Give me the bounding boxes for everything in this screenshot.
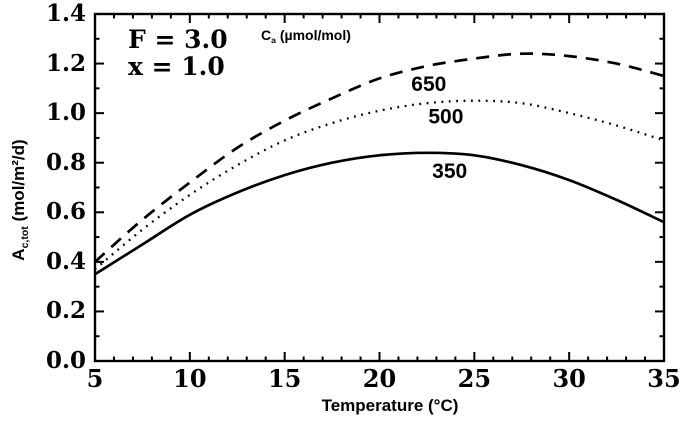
x-axis-title: Temperature (°C) [321, 396, 459, 415]
legend-title: Ca (µmol/mol) [261, 27, 351, 45]
legend-units: (µmol/mol) [275, 27, 351, 43]
annotation-F: F = 3.0 [128, 25, 228, 54]
x-tick-label: 10 [173, 364, 207, 393]
legend-symbol: C [261, 27, 272, 43]
curve-label-500: 500 [428, 105, 463, 128]
curve-350 [94, 151, 665, 276]
parameter-annotations: F = 3.0 x = 1.0 [128, 26, 228, 80]
y-tick-label: 0.0 [45, 347, 86, 374]
y-tick-label: 0.6 [45, 198, 86, 226]
x-tick-label: 35 [647, 364, 681, 393]
y-tick-label: 1.2 [45, 49, 86, 77]
y-tick-label: 0.8 [45, 148, 86, 176]
x-tick-label: 30 [552, 364, 586, 393]
y-axis-symbol: A [9, 248, 29, 261]
x-tick-label: 15 [267, 364, 302, 393]
curve-650 [94, 52, 665, 263]
x-tick-label: 20 [362, 364, 397, 393]
y-tick-label: 1.4 [45, 0, 86, 27]
y-tick-label: 0.2 [45, 297, 86, 325]
y-tick-label: 1.0 [45, 99, 86, 127]
y-axis-units: (mol/m²/d) [9, 139, 29, 227]
x-tick-label: 5 [86, 364, 104, 393]
curve-label-650: 650 [411, 73, 446, 96]
y-tick-label: 0.4 [45, 247, 86, 275]
y-axis-title: Ac,tot (mol/m²/d) [9, 139, 31, 260]
curve-label-350: 350 [432, 160, 467, 183]
annotation-x: x = 1.0 [128, 52, 225, 81]
y-axis-subscript: c,tot [18, 226, 31, 249]
legend-subscript: a [271, 35, 276, 46]
x-tick-label: 25 [457, 364, 492, 393]
